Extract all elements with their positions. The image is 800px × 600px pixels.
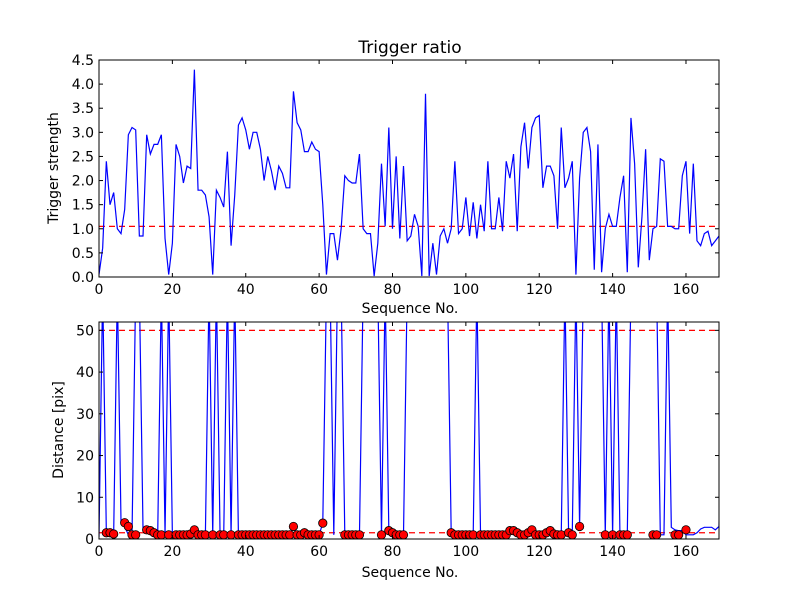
bottom-plot-data-marker <box>622 530 632 540</box>
bottom-plot-ticks: 0 20 40 60 80 100 120 140 160 0 10 20 30 40 50 <box>76 322 719 560</box>
top-plot-ylabel: Trigger strength <box>46 112 62 225</box>
top-plot-ytick-label: 1.0 <box>72 222 94 238</box>
top-plot-xtick-label: 140 <box>599 282 626 298</box>
top-plot-ytick-label: 3.0 <box>72 125 94 141</box>
bottom-plot-data-marker <box>681 525 691 535</box>
bottom-plot-data-marker <box>131 530 141 540</box>
bottom-plot-data-marker <box>652 530 662 540</box>
top-plot-ytick-label: 0.0 <box>72 270 94 286</box>
top-plot-ytick-label: 2.0 <box>72 174 94 190</box>
bottom-plot-frame <box>98 321 720 540</box>
bottom-plot-data-marker <box>567 530 577 540</box>
top-plot-xtick-label: 0 <box>95 282 104 298</box>
top-plot-xtick-label: 60 <box>310 282 328 298</box>
top-plot-series-line <box>99 69 719 277</box>
top-plot-ytick-label: 3.5 <box>72 101 94 117</box>
bottom-plot-data-marker <box>288 521 299 532</box>
top-plot: Trigger ratio 0 20 40 60 80 100 120 140 160 0.0 0.… <box>46 38 720 317</box>
bottom-plot-xtick-label: 0 <box>95 544 104 560</box>
top-plot-xtick-label: 20 <box>163 282 181 298</box>
top-plot-xtick-label: 100 <box>452 282 479 298</box>
bottom-plot-ytick-label: 30 <box>76 407 94 423</box>
bottom-plot-ytick-label: 0 <box>85 532 94 548</box>
bottom-plot-xlabel: Sequence No. <box>362 565 459 581</box>
bottom-plot-data-marker <box>354 530 365 540</box>
top-plot-ytick-label: 2.5 <box>72 149 94 165</box>
top-plot-ytick-label: 0.5 <box>72 246 94 262</box>
bottom-plot-lines <box>99 322 719 540</box>
bottom-plot-ytick-label: 40 <box>76 365 94 381</box>
bottom-plot-data-marker <box>318 518 328 528</box>
bottom-plot-xtick-label: 80 <box>384 544 402 560</box>
bottom-plot-xtick-label: 60 <box>310 544 328 560</box>
bottom-plot-xtick-label: 40 <box>237 544 255 560</box>
top-plot-ytick-label: 4.5 <box>72 53 94 69</box>
top-plot-ticks: 0 20 40 60 80 100 120 140 160 0.0 0.5 1.0 1.5 2.0 2.5 3… <box>72 53 719 298</box>
top-plot-xlabel: Sequence No. <box>362 301 459 317</box>
top-plot-frame <box>98 59 720 278</box>
top-plot-xtick-label: 120 <box>526 282 553 298</box>
top-plot-xtick-label: 160 <box>673 282 700 298</box>
bottom-plot-data-marker <box>574 521 585 532</box>
bottom-plot: 0 20 40 60 80 100 120 140 160 0 10 20 30 40 50 Sequenc… <box>51 321 720 581</box>
top-plot-clip-group <box>99 69 719 277</box>
top-plot-ytick-label: 1.5 <box>72 198 94 214</box>
top-plot-xtick-label: 40 <box>237 282 255 298</box>
bottom-plot-ytick-label: 50 <box>76 323 94 339</box>
top-plot-lines <box>99 69 719 277</box>
bottom-plot-xtick-label: 120 <box>526 544 553 560</box>
bottom-plot-xtick-label: 100 <box>452 544 479 560</box>
bottom-plot-data-marker <box>398 530 409 540</box>
bottom-plot-data-marker <box>109 529 119 539</box>
bottom-plot-data-marker <box>123 521 133 532</box>
bottom-plot-data-marker <box>674 530 684 540</box>
top-plot-xtick-label: 80 <box>384 282 402 298</box>
bottom-plot-ytick-label: 20 <box>76 449 94 465</box>
top-plot-ytick-label: 4.0 <box>72 77 94 93</box>
bottom-plot-xtick-label: 140 <box>599 544 626 560</box>
bottom-plot-xtick-label: 20 <box>163 544 181 560</box>
bottom-plot-xtick-label: 160 <box>673 544 700 560</box>
bottom-plot-ytick-label: 10 <box>76 490 94 506</box>
top-plot-title: Trigger ratio <box>357 38 461 58</box>
bottom-plot-ylabel: Distance [pix] <box>51 381 67 479</box>
